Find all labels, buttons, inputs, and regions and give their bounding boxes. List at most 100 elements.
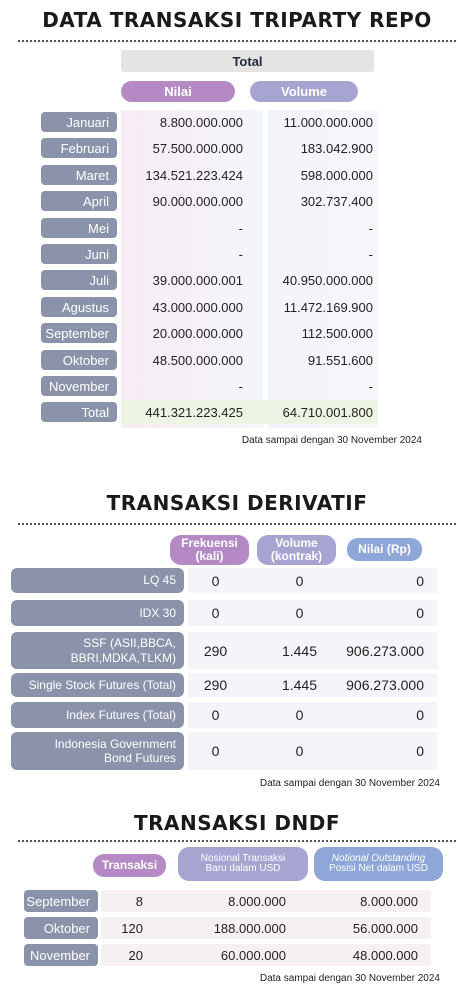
volume-cell: 302.737.400 bbox=[300, 193, 373, 209]
row-label: Januari bbox=[41, 112, 117, 132]
volume-cell: 112.500.000 bbox=[301, 325, 373, 341]
row-label: Total bbox=[41, 402, 117, 422]
deriv-row-band bbox=[188, 632, 438, 669]
frekuensi-cell: 0 bbox=[211, 605, 220, 621]
deriv-row-label-line1: IDX 30 bbox=[139, 605, 176, 620]
deriv-row-band bbox=[188, 568, 438, 593]
col-volume-label: Volume bbox=[275, 536, 318, 551]
transaksi-cell: 8 bbox=[135, 893, 143, 909]
triparty-title: DATA TRANSAKSI TRIPARTY REPO bbox=[42, 8, 432, 32]
dndf-row-label: Oktober bbox=[24, 917, 98, 939]
nosional-cell: 188.000.000 bbox=[213, 920, 286, 936]
frekuensi-cell: 0 bbox=[211, 707, 220, 723]
col-nosional-pill: Nosional Transaksi Baru dalam USD bbox=[178, 847, 308, 881]
transaksi-cell: 120 bbox=[121, 920, 143, 936]
col-volume-pill: Volume bbox=[250, 81, 358, 102]
deriv-row-label: Single Stock Futures (Total) bbox=[11, 673, 184, 697]
divider bbox=[18, 840, 456, 842]
nilai-cell: - bbox=[238, 378, 243, 394]
row-label: April bbox=[41, 191, 117, 211]
frekuensi-cell: 0 bbox=[211, 572, 220, 589]
dndf-note: Data sampai dengan 30 November 2024 bbox=[259, 973, 440, 984]
nilai-cell: 20.000.000.000 bbox=[152, 325, 243, 341]
deriv-row-band bbox=[188, 673, 438, 697]
row-label: Februari bbox=[41, 138, 117, 158]
derivatif-title: TRANSAKSI DERIVATIF bbox=[106, 491, 368, 515]
deriv-row-label: SSF (ASII,BBCA, BBRI,MDKA,TLKM) bbox=[11, 632, 184, 669]
col-nosional-line2: Baru dalam USD bbox=[205, 863, 281, 874]
deriv-row-label: LQ 45 bbox=[11, 568, 184, 593]
divider bbox=[18, 40, 456, 42]
col-notional-pill: Notional Outstanding Posisi Net dalam US… bbox=[314, 847, 443, 881]
row-label: Maret bbox=[41, 165, 117, 185]
nilai-cell: 0 bbox=[416, 572, 424, 589]
frekuensi-cell: 290 bbox=[203, 642, 228, 659]
nilai-cell: 43.000.000.000 bbox=[152, 299, 243, 315]
derivatif-note: Data sampai dengan 30 November 2024 bbox=[259, 778, 440, 789]
deriv-row-label-line1: Index Futures (Total) bbox=[65, 707, 176, 722]
volume-cell: 11.472.169.900 bbox=[283, 299, 373, 315]
deriv-row-label-line2: BBRI,MDKA,TLKM) bbox=[70, 650, 176, 665]
row-label: Juni bbox=[41, 244, 117, 264]
col-notional-line1: Notional Outstanding bbox=[331, 852, 426, 864]
deriv-row-label-line1: Single Stock Futures (Total) bbox=[28, 677, 176, 692]
volume-cell: 598.000.000 bbox=[300, 167, 373, 183]
nilai-cell: 39.000.000.001 bbox=[152, 272, 243, 288]
dndf-title: TRANSAKSI DNDF bbox=[133, 811, 341, 835]
volume-cell: 0 bbox=[295, 707, 304, 723]
volume-cell: 183.042.900 bbox=[300, 140, 373, 156]
row-label: Mei bbox=[41, 218, 117, 238]
nilai-cell: 441.321.223.425 bbox=[145, 404, 243, 420]
nilai-cell: - bbox=[238, 246, 243, 262]
volume-cell: 0 bbox=[295, 605, 304, 621]
nosional-cell: 8.000.000 bbox=[228, 893, 286, 909]
volume-cell: 11.000.000.000 bbox=[283, 114, 373, 130]
col-frekuensi-unit: (kali) bbox=[195, 549, 224, 563]
nilai-band bbox=[121, 110, 263, 428]
row-label: Agustus bbox=[41, 297, 117, 317]
volume-cell: 64.710.001.800 bbox=[282, 404, 373, 420]
notional-cell: 48.000.000 bbox=[352, 947, 418, 963]
nilai-cell: - bbox=[238, 220, 243, 236]
col-nosional-line1: Nosional Transaksi bbox=[200, 852, 286, 864]
volume-band bbox=[268, 110, 378, 428]
dndf-row-band bbox=[101, 917, 431, 939]
deriv-row-label-line2: Bond Futures bbox=[103, 751, 176, 765]
transaksi-cell: 20 bbox=[128, 947, 143, 963]
nilai-cell: 8.800.000.000 bbox=[159, 114, 243, 130]
dndf-row-label: September bbox=[24, 890, 98, 912]
total-header: Total bbox=[121, 50, 374, 72]
deriv-row-band bbox=[188, 600, 438, 626]
deriv-row-label: Index Futures (Total) bbox=[11, 702, 184, 728]
notional-cell: 56.000.000 bbox=[352, 920, 418, 936]
divider bbox=[18, 523, 456, 525]
nilai-cell: 906.273.000 bbox=[346, 677, 424, 693]
triparty-note: Data sampai dengan 30 November 2024 bbox=[241, 435, 422, 446]
volume-cell: - bbox=[368, 378, 373, 394]
frekuensi-cell: 290 bbox=[203, 677, 228, 693]
volume-cell: 40.950.000.000 bbox=[282, 272, 373, 288]
deriv-row-label: IDX 30 bbox=[11, 600, 184, 626]
col-nilai-pill: Nilai bbox=[121, 81, 235, 102]
row-label: Oktober bbox=[41, 350, 117, 370]
deriv-row-band bbox=[188, 732, 438, 770]
dndf-row-band bbox=[101, 944, 431, 966]
col-notional-line2: Posisi Net dalam USD bbox=[329, 863, 428, 874]
volume-cell: 0 bbox=[295, 572, 304, 589]
col-volume-kontrak-pill: Volume (kontrak) bbox=[257, 535, 336, 565]
volume-cell: - bbox=[368, 220, 373, 236]
dndf-row-band bbox=[101, 890, 431, 912]
col-frekuensi-label: Frekuensi bbox=[181, 536, 238, 551]
col-transaksi-pill: Transaksi bbox=[93, 854, 166, 877]
nilai-cell: 134.521.223.424 bbox=[145, 167, 243, 183]
deriv-row-label-line1: LQ 45 bbox=[143, 573, 176, 588]
volume-cell: 0 bbox=[295, 743, 304, 759]
col-nilai-rp-pill: Nilai (Rp) bbox=[347, 538, 422, 561]
nilai-cell: 90.000.000.000 bbox=[152, 193, 243, 209]
volume-cell: - bbox=[368, 246, 373, 262]
deriv-row-label: Indonesia Government Bond Futures bbox=[11, 732, 184, 770]
volume-cell: 91.551.600 bbox=[307, 352, 373, 368]
total-row-band bbox=[121, 400, 378, 424]
nosional-cell: 60.000.000 bbox=[220, 947, 286, 963]
volume-cell: 1.445 bbox=[281, 677, 318, 693]
